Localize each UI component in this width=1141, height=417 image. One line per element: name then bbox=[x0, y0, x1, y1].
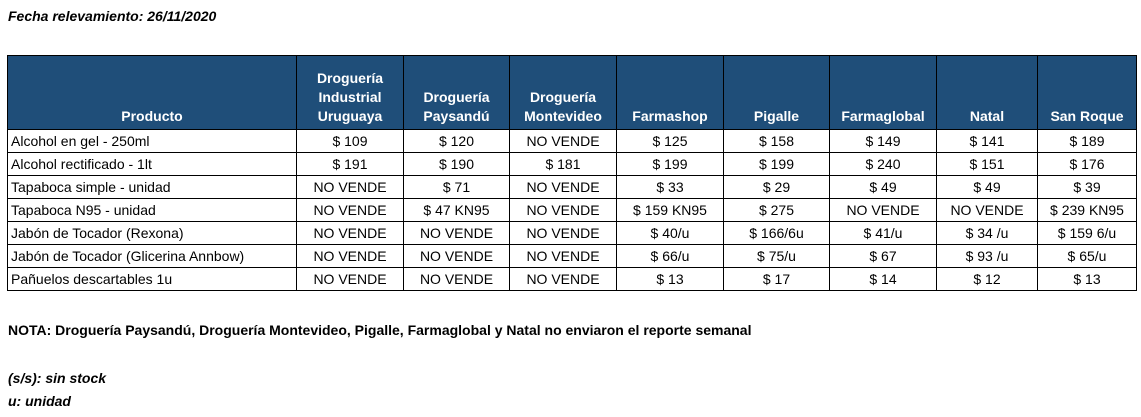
price-cell: NO VENDE bbox=[829, 198, 937, 222]
product-cell: Pañuelos descartables 1u bbox=[7, 267, 297, 291]
price-cell: NO VENDE bbox=[936, 198, 1038, 222]
table-row: Pañuelos descartables 1u NO VENDE NO VEN… bbox=[7, 267, 1137, 291]
price-cell: $ 17 bbox=[723, 267, 830, 291]
price-cell: $ 181 bbox=[509, 152, 617, 176]
header-cell: Droguería Montevideo bbox=[509, 55, 617, 130]
price-cell: $ 239 KN95 bbox=[1037, 198, 1137, 222]
survey-date: Fecha relevamiento: 26/11/2020 bbox=[8, 8, 217, 24]
price-cell: NO VENDE bbox=[509, 244, 617, 268]
header-cell: Farmashop bbox=[616, 55, 724, 130]
product-cell: Alcohol rectificado - 1lt bbox=[7, 152, 297, 176]
price-cell: NO VENDE bbox=[296, 244, 404, 268]
price-cell: $ 199 bbox=[723, 152, 830, 176]
product-cell: Alcohol en gel - 250ml bbox=[7, 129, 297, 153]
table-row: Alcohol rectificado - 1lt $ 191 $ 190 $ … bbox=[7, 152, 1137, 176]
price-cell: NO VENDE bbox=[509, 221, 617, 245]
header-cell: Producto bbox=[7, 55, 297, 130]
price-cell: $ 39 bbox=[1037, 175, 1137, 199]
note-text: NOTA: Droguería Paysandú, Droguería Mont… bbox=[8, 322, 752, 338]
price-cell: $ 190 bbox=[403, 152, 510, 176]
header-cell: Natal bbox=[936, 55, 1038, 130]
price-cell: $ 49 bbox=[936, 175, 1038, 199]
price-cell: $ 66/u bbox=[616, 244, 724, 268]
price-cell: $ 67 bbox=[829, 244, 937, 268]
header-cell: Pigalle bbox=[723, 55, 830, 130]
price-cell: $ 47 KN95 bbox=[403, 198, 510, 222]
price-cell: $ 159 KN95 bbox=[616, 198, 724, 222]
price-cell: NO VENDE bbox=[509, 198, 617, 222]
price-cell: $ 159 6/u bbox=[1037, 221, 1137, 245]
price-cell: $ 71 bbox=[403, 175, 510, 199]
product-cell: Jabón de Tocador (Rexona) bbox=[7, 221, 297, 245]
price-cell: $ 75/u bbox=[723, 244, 830, 268]
price-cell: NO VENDE bbox=[296, 175, 404, 199]
header-row: Producto Droguería Industrial Uruguaya D… bbox=[7, 55, 1137, 130]
header-cell: San Roque bbox=[1037, 55, 1137, 130]
price-cell: $ 141 bbox=[936, 129, 1038, 153]
price-cell: $ 176 bbox=[1037, 152, 1137, 176]
price-cell: $ 275 bbox=[723, 198, 830, 222]
price-cell: NO VENDE bbox=[403, 244, 510, 268]
price-cell: NO VENDE bbox=[403, 221, 510, 245]
price-cell: $ 65/u bbox=[1037, 244, 1137, 268]
price-cell: $ 29 bbox=[723, 175, 830, 199]
price-cell: $ 41/u bbox=[829, 221, 937, 245]
price-cell: $ 33 bbox=[616, 175, 724, 199]
price-cell: $ 191 bbox=[296, 152, 404, 176]
price-cell: $ 151 bbox=[936, 152, 1038, 176]
price-cell: $ 93 /u bbox=[936, 244, 1038, 268]
table-row: Jabón de Tocador (Rexona) NO VENDE NO VE… bbox=[7, 221, 1137, 245]
table-row: Tapaboca N95 - unidad NO VENDE $ 47 KN95… bbox=[7, 198, 1137, 222]
table-row: Tapaboca simple - unidad NO VENDE $ 71 N… bbox=[7, 175, 1137, 199]
legend-sin-stock: (s/s): sin stock bbox=[8, 370, 107, 386]
price-cell: $ 199 bbox=[616, 152, 724, 176]
table-row: Jabón de Tocador (Glicerina Annbow) NO V… bbox=[7, 244, 1137, 268]
legend-unidad: u: unidad bbox=[8, 393, 71, 409]
header-cell: Farmaglobal bbox=[829, 55, 937, 130]
table-row: Alcohol en gel - 250ml $ 109 $ 120 NO VE… bbox=[7, 129, 1137, 153]
price-cell: $ 13 bbox=[616, 267, 724, 291]
price-cell: NO VENDE bbox=[296, 221, 404, 245]
price-cell: $ 14 bbox=[829, 267, 937, 291]
product-cell: Tapaboca simple - unidad bbox=[7, 175, 297, 199]
price-cell: NO VENDE bbox=[296, 198, 404, 222]
price-cell: NO VENDE bbox=[509, 129, 617, 153]
price-cell: $ 149 bbox=[829, 129, 937, 153]
header-cell: Droguería Paysandú bbox=[403, 55, 510, 130]
price-cell: $ 189 bbox=[1037, 129, 1137, 153]
price-cell: $ 13 bbox=[1037, 267, 1137, 291]
price-cell: $ 120 bbox=[403, 129, 510, 153]
price-cell: $ 12 bbox=[936, 267, 1038, 291]
price-cell: $ 158 bbox=[723, 129, 830, 153]
price-cell: NO VENDE bbox=[509, 267, 617, 291]
price-cell: $ 109 bbox=[296, 129, 404, 153]
price-cell: NO VENDE bbox=[296, 267, 404, 291]
price-cell: $ 40/u bbox=[616, 221, 724, 245]
price-cell: $ 49 bbox=[829, 175, 937, 199]
product-cell: Jabón de Tocador (Glicerina Annbow) bbox=[7, 244, 297, 268]
product-cell: Tapaboca N95 - unidad bbox=[7, 198, 297, 222]
price-cell: NO VENDE bbox=[403, 267, 510, 291]
price-cell: NO VENDE bbox=[509, 175, 617, 199]
price-cell: $ 166/6u bbox=[723, 221, 830, 245]
price-cell: $ 34 /u bbox=[936, 221, 1038, 245]
price-table: Producto Droguería Industrial Uruguaya D… bbox=[7, 55, 1137, 291]
price-cell: $ 240 bbox=[829, 152, 937, 176]
header-cell: Droguería Industrial Uruguaya bbox=[296, 55, 404, 130]
price-cell: $ 125 bbox=[616, 129, 724, 153]
